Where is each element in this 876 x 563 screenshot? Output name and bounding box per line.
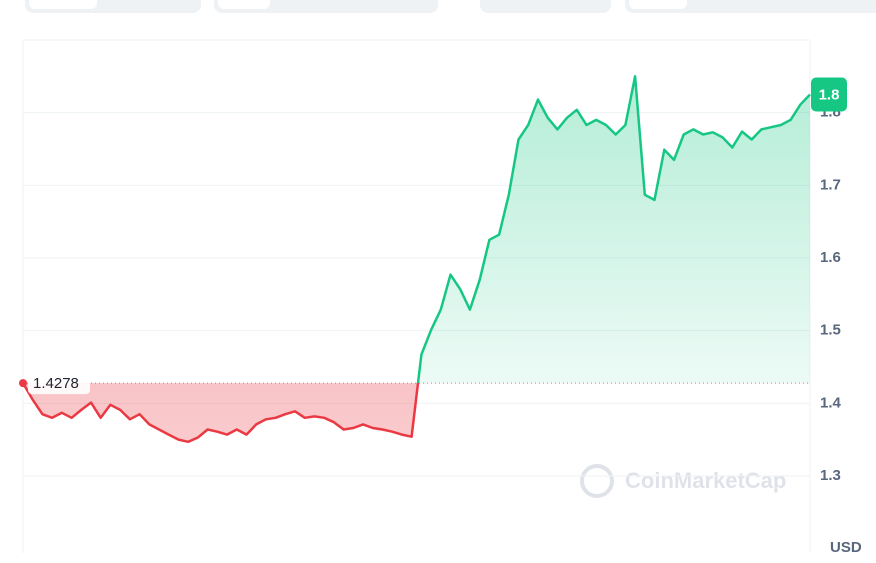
button[interactable] [214,0,438,13]
watermark-text: CoinMarketCap [625,468,786,493]
top-buttons [25,0,876,13]
last-price-badge [811,77,847,112]
y-tick-label: 1.3 [820,467,841,484]
button-tab[interactable] [29,0,97,9]
baseline-dot [19,379,27,388]
button[interactable] [480,0,611,13]
button-tab[interactable] [629,0,687,9]
baseline-label-bg [28,372,90,395]
unit-label: USD [830,539,862,556]
button-tab[interactable] [218,0,270,9]
watermark: CoinMarketCap [580,464,786,498]
y-tick-label: 1.5 [820,322,841,339]
y-tick-label: 1.4 [820,394,842,411]
y-tick-label: 1.7 [820,176,841,193]
price-line [21,75,811,444]
price-area [23,76,810,442]
y-tick-label: 1.6 [820,249,841,266]
watermark-logo [580,464,614,498]
last-price-label: 1.8 [819,86,840,103]
baseline-label: 1.4278 [33,375,79,392]
button[interactable] [625,0,876,13]
